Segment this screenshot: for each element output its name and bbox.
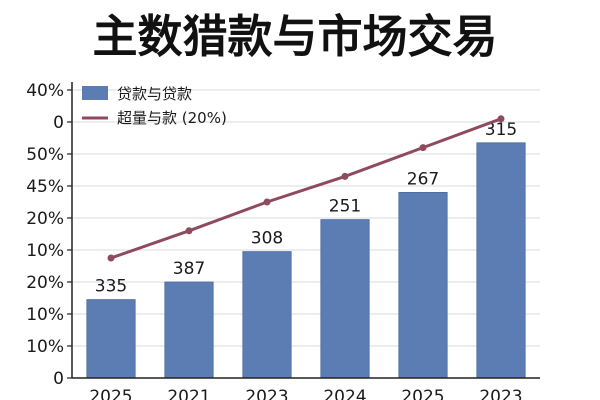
x-tick-label: 2021 — [167, 387, 210, 400]
y-tick-label: 20% — [26, 209, 64, 229]
x-tick-label: 2024 — [323, 387, 366, 400]
bar-series — [86, 142, 526, 379]
line-point — [497, 115, 505, 123]
bar-value-label: 251 — [329, 197, 361, 217]
gridlines — [72, 89, 540, 347]
y-tick-label: 50% — [26, 145, 64, 165]
y-tick-label: 10% — [26, 305, 64, 325]
x-tick-label: 2025 — [401, 387, 444, 400]
legend-label-line: 超量与款 (20%) — [117, 109, 227, 127]
y-tick-label: 0 — [53, 113, 64, 133]
y-tick-label: 40% — [26, 81, 64, 101]
bar — [320, 219, 370, 379]
x-axis-ticks: 2025 2021 2023 2024 2025 2023 — [89, 387, 522, 400]
chart-title: 主数猎款与市场交易 — [92, 10, 497, 63]
bar-value-label: 308 — [251, 229, 283, 249]
line-point — [419, 144, 427, 152]
y-tick-label: 10% — [26, 337, 64, 357]
legend-label-bar: 贷款与贷款 — [117, 85, 192, 103]
y-tick-label: 20% — [26, 273, 64, 293]
bar — [398, 191, 448, 379]
bar-value-label: 335 — [95, 277, 127, 297]
y-tick-label: 0 — [53, 369, 64, 389]
y-tick-label: 45% — [26, 177, 64, 197]
x-tick-label: 2025 — [89, 387, 132, 400]
line-series — [107, 115, 505, 262]
bar — [86, 299, 136, 379]
bar — [242, 251, 292, 379]
bar-value-label: 267 — [407, 169, 439, 189]
line-point — [263, 198, 271, 206]
bar-value-label: 387 — [173, 259, 205, 279]
bar-value-label: 315 — [485, 120, 517, 140]
line-point — [107, 254, 115, 262]
y-axis-ticks: 0 10% 10% 20% 10% 20% 45% 50% 0 40% — [26, 81, 72, 389]
line-point — [341, 172, 349, 180]
y-tick-label: 10% — [26, 241, 64, 261]
line-point — [185, 227, 193, 235]
series-line — [110, 117, 502, 260]
bar — [476, 142, 526, 379]
x-tick-label: 2023 — [479, 387, 522, 400]
legend: 贷款与贷款 超量与款 (20%) — [82, 85, 227, 127]
bar — [164, 281, 214, 379]
legend-swatch-bar — [82, 86, 108, 100]
x-tick-label: 2023 — [245, 387, 288, 400]
bar-data-labels: 335 387 308 251 267 315 — [95, 120, 517, 297]
